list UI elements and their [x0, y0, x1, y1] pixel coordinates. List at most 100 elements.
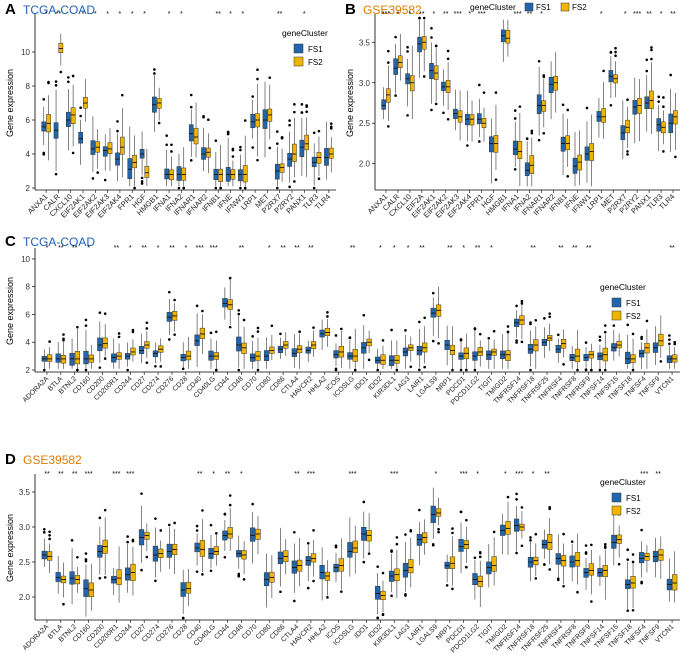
outlier-point	[576, 368, 579, 372]
outlier-point	[288, 123, 291, 127]
significance-label: *	[268, 245, 271, 252]
box-fs2	[199, 540, 206, 557]
outlier-point	[84, 368, 88, 372]
outlier-point	[451, 587, 454, 591]
outlier-point	[446, 117, 450, 121]
outlier-point	[603, 543, 607, 546]
outlier-point	[239, 145, 242, 149]
legend-title: geneCluster	[600, 282, 646, 292]
box-fs1	[250, 527, 256, 542]
outlier-point	[645, 319, 649, 323]
outlier-point	[154, 579, 157, 583]
legend: geneCluster FS1 FS2	[600, 477, 646, 516]
outlier-point	[251, 146, 255, 149]
outlier-point	[430, 36, 433, 39]
significance-label: **	[141, 245, 147, 252]
outlier-point	[214, 139, 218, 142]
box-fs2	[547, 534, 553, 550]
outlier-point	[165, 143, 168, 147]
significance-label: **	[72, 471, 78, 478]
outlier-point	[478, 140, 481, 143]
box-fs1	[208, 350, 214, 361]
box-fs1	[625, 351, 631, 364]
outlier-point	[96, 171, 100, 174]
outlier-point	[268, 76, 272, 79]
significance-label: *	[143, 11, 146, 18]
box-fs1	[486, 350, 492, 360]
outlier-point	[543, 317, 546, 320]
outlier-point	[387, 125, 390, 128]
outlier-point	[631, 560, 635, 564]
outlier-point	[54, 172, 58, 176]
box-fs2	[380, 354, 386, 365]
significance-label: *	[229, 11, 232, 18]
outlier-point	[305, 110, 308, 114]
outlier-point	[173, 298, 176, 302]
outlier-point	[390, 594, 393, 598]
outlier-point	[404, 329, 407, 332]
outlier-point	[67, 76, 70, 79]
outlier-point	[209, 569, 213, 573]
box-fs2	[630, 576, 636, 589]
outlier-point	[494, 178, 498, 181]
outlier-point	[131, 328, 135, 332]
box-fs1	[66, 111, 71, 127]
outlier-point	[506, 330, 510, 334]
box-fs2	[616, 340, 622, 349]
outlier-point	[237, 572, 241, 576]
box-fs2	[672, 574, 678, 591]
outlier-point	[326, 315, 329, 318]
outlier-point	[556, 333, 560, 337]
significance-label: ***	[478, 11, 486, 18]
outlier-point	[209, 331, 213, 335]
box-fs2	[338, 558, 344, 572]
legend-swatch	[560, 2, 570, 12]
outlier-point	[387, 61, 390, 64]
outlier-point	[116, 129, 119, 133]
outlier-point	[103, 312, 107, 315]
significance-label: ***	[126, 471, 134, 478]
outlier-point	[657, 95, 661, 99]
outlier-point	[189, 159, 193, 162]
outlier-point	[631, 332, 635, 336]
box-fs1	[222, 298, 228, 308]
box-fs2	[107, 142, 113, 154]
outlier-point	[394, 35, 397, 39]
box-fs2	[119, 136, 125, 155]
significance-label: *	[240, 471, 243, 478]
outlier-point	[140, 182, 144, 185]
outlier-point	[650, 48, 653, 52]
significance-label: **	[294, 245, 300, 252]
outlier-point	[103, 357, 107, 360]
significance-label: ***	[454, 11, 462, 18]
outlier-point	[326, 596, 329, 599]
cohort-title: GSE39582	[23, 453, 82, 467]
outlier-point	[70, 539, 74, 542]
outlier-point	[459, 338, 463, 342]
significance-label: *	[129, 245, 132, 252]
outlier-point	[561, 103, 565, 107]
outlier-point	[326, 311, 329, 314]
significance-label: ***	[513, 11, 521, 18]
outlier-point	[530, 129, 534, 133]
outlier-point	[631, 368, 635, 372]
significance-label: **	[443, 11, 449, 18]
significance-label: **	[419, 245, 425, 252]
box-fs2	[199, 327, 206, 339]
outlier-point	[668, 342, 671, 346]
outlier-point	[674, 155, 677, 159]
outlier-point	[657, 100, 661, 103]
outlier-point	[42, 527, 46, 531]
outlier-point	[98, 366, 102, 369]
outlier-point	[520, 340, 524, 344]
cohort-title: TCGA-COAD	[23, 235, 95, 249]
y-axis-title: Gene expression	[5, 277, 15, 345]
outlier-point	[520, 506, 524, 509]
box-fs1	[524, 162, 530, 176]
significance-label: *	[241, 11, 244, 18]
box-fs2	[193, 127, 199, 145]
outlier-point	[603, 330, 607, 334]
box-fs2	[130, 347, 136, 356]
